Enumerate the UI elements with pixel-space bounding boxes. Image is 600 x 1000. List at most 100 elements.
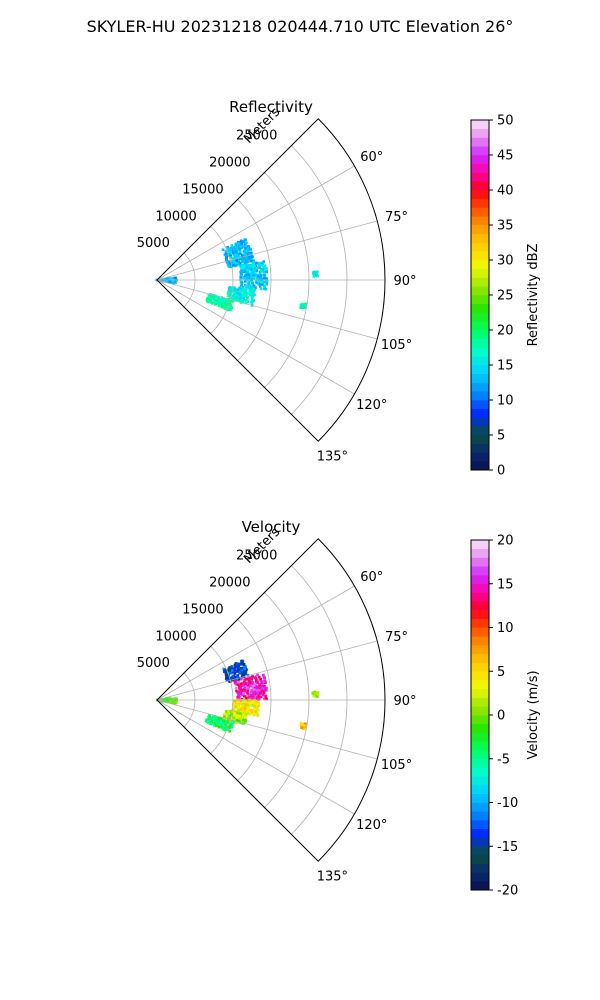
data-cell (243, 299, 247, 302)
data-cell (262, 276, 266, 280)
data-cell (239, 250, 242, 253)
data-cell (247, 701, 251, 705)
azimuth-tick-label: 105° (381, 338, 412, 353)
colorbar-band (471, 723, 489, 733)
data-cell (256, 689, 259, 692)
data-cell (244, 301, 248, 305)
data-cell (244, 280, 247, 283)
data-cell (239, 257, 242, 261)
data-cell (236, 715, 239, 719)
data-cell (242, 265, 245, 269)
colorbar-tick-label: 45 (497, 149, 514, 164)
colorbar-tick-label: 20 (497, 324, 514, 339)
colorbar-band (471, 216, 489, 226)
data-cell (232, 716, 236, 720)
data-cell (227, 252, 230, 256)
data-cell (241, 722, 245, 725)
data-cell (250, 270, 253, 273)
data-cell (223, 714, 226, 718)
colorbar-band (471, 566, 489, 576)
range-tick-label: 15000 (182, 602, 223, 617)
data-cell (246, 691, 249, 695)
colorbar-band (471, 146, 489, 156)
range-tick-label: 5000 (137, 656, 170, 671)
data-cell (263, 273, 266, 277)
data-cell (239, 687, 242, 691)
data-cell (248, 681, 252, 684)
data-cell (244, 238, 247, 242)
data-cell (239, 716, 242, 720)
data-cell (260, 274, 263, 277)
data-cell (242, 291, 246, 294)
data-cell (240, 269, 243, 272)
data-cell (256, 712, 259, 716)
colorbar-band (471, 618, 489, 628)
reflectivity-panel: Reflectivity 5000 10000 15000 20000 25000 60° 7… (137, 98, 541, 479)
colorbar-band (471, 233, 489, 243)
data-cell (229, 680, 232, 683)
data-cell (237, 683, 240, 687)
azimuth-tick-label: 135° (317, 449, 348, 464)
data-cell (259, 276, 262, 280)
colorbar-band (471, 417, 489, 427)
data-cell (254, 676, 258, 680)
data-cell (209, 293, 213, 297)
data-cell (250, 272, 253, 275)
data-cell (210, 716, 213, 719)
data-cell (262, 673, 265, 677)
data-cell (256, 686, 260, 690)
data-cell (229, 254, 232, 258)
colorbar-tick-label: 0 (497, 709, 505, 724)
data-cell (249, 684, 252, 687)
range-tick-label: 15000 (182, 182, 223, 197)
data-cell (245, 264, 249, 267)
data-cell (252, 299, 255, 302)
colorbar-band (471, 330, 489, 340)
azimuth-tick-label: 60° (360, 150, 383, 165)
data-cell (241, 711, 245, 714)
colorbar-band (471, 207, 489, 217)
data-cell (257, 694, 260, 698)
data-cell (303, 725, 306, 729)
data-cell (240, 668, 243, 672)
data-cell (248, 708, 251, 712)
data-cell (234, 290, 237, 294)
data-cell (250, 251, 253, 255)
data-cell (246, 266, 249, 269)
data-cell (247, 291, 250, 295)
data-cell (233, 249, 236, 253)
echo-region-5 (312, 270, 319, 278)
data-cell (239, 296, 243, 300)
data-cell (253, 708, 257, 712)
data-cell (251, 281, 254, 284)
data-cell (253, 700, 257, 703)
colorbar-band (471, 373, 489, 383)
data-cell (248, 712, 252, 716)
data-cell (233, 287, 237, 291)
data-cell (216, 297, 220, 301)
data-cell (234, 675, 238, 679)
colorbar-band (471, 251, 489, 261)
azimuth-spoke (156, 279, 378, 340)
data-cell (236, 242, 240, 245)
data-cell (222, 302, 226, 306)
data-cell (224, 249, 228, 253)
data-cell (242, 268, 245, 272)
panel-title: Velocity (242, 518, 301, 536)
data-cell (254, 710, 258, 713)
colorbar-band (471, 820, 489, 830)
data-cell (231, 675, 235, 678)
data-cell (235, 719, 239, 722)
data-cell (230, 306, 233, 310)
colorbar-band (471, 872, 489, 882)
data-cell (244, 274, 247, 278)
data-cell (230, 244, 234, 247)
data-cell (174, 276, 177, 280)
data-cell (233, 700, 237, 703)
data-cell (224, 252, 228, 255)
colorbar-band (471, 645, 489, 655)
echo-region-6 (299, 302, 307, 310)
data-cell (239, 276, 242, 279)
data-cell (239, 265, 243, 268)
colorbar-tick-label: 0 (497, 464, 505, 479)
